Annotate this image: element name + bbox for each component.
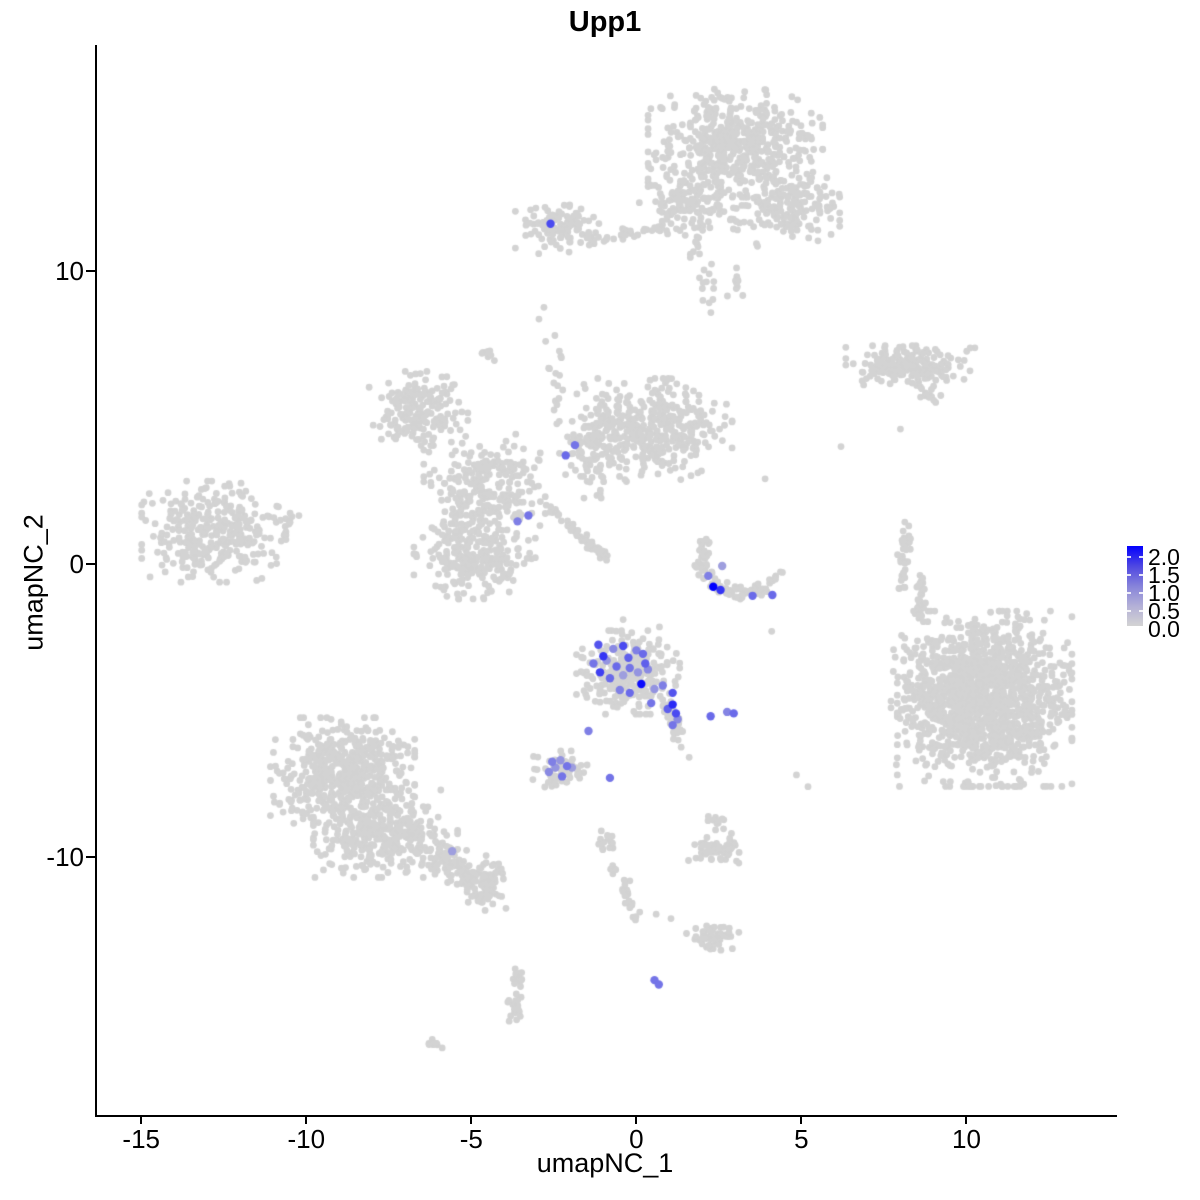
y-tick-mark (86, 562, 95, 565)
x-tick-mark (800, 1115, 803, 1124)
legend-label: 0.0 (1148, 616, 1180, 642)
x-tick-mark (965, 1115, 968, 1124)
legend-label: 0.5 (1148, 598, 1180, 624)
legend-break-tick (1127, 556, 1131, 558)
x-tick-mark (470, 1115, 473, 1124)
y-tick-label: 0 (69, 548, 84, 579)
legend-break-tick (1127, 592, 1131, 594)
x-tick-mark (305, 1115, 308, 1124)
legend-gradient-bar (1127, 546, 1143, 626)
y-axis-label: umapNC_2 (18, 514, 49, 651)
x-tick-label: 10 (951, 1124, 981, 1154)
legend-break-tick (1127, 574, 1131, 576)
x-tick-label: -5 (459, 1124, 483, 1154)
legend-break-tick (1127, 610, 1131, 612)
y-tick-mark (86, 269, 95, 272)
legend-break-tick (1139, 610, 1143, 612)
x-tick-label: -15 (122, 1124, 160, 1154)
x-tick-label: 0 (629, 1124, 644, 1154)
y-tick-label: -10 (46, 842, 84, 873)
x-tick-label: -10 (287, 1124, 326, 1154)
legend-label: 1.5 (1148, 562, 1180, 588)
y-tick-label: 10 (55, 255, 84, 286)
legend-break-tick (1139, 574, 1143, 576)
legend-label: 2.0 (1148, 544, 1180, 570)
x-tick-mark (635, 1115, 638, 1124)
legend-label: 1.0 (1148, 580, 1180, 606)
legend-break-tick (1139, 556, 1143, 558)
y-tick-mark (86, 856, 95, 859)
x-tick-mark (140, 1115, 143, 1124)
plot-title: Upp1 (568, 6, 642, 38)
legend-break-tick (1139, 592, 1143, 594)
x-tick-label: 5 (794, 1124, 809, 1154)
x-axis-label: umapNC_1 (536, 1148, 674, 1178)
